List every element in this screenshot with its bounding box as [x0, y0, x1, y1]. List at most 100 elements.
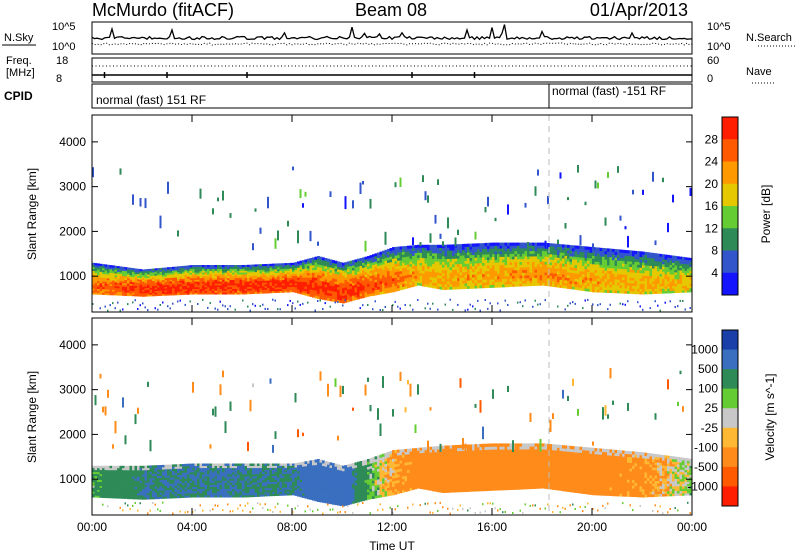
- heatmap-cell: [494, 273, 498, 277]
- heatmap-cell: [192, 275, 195, 279]
- heatmap-cell: [354, 297, 358, 301]
- heatmap-cell: [457, 258, 460, 262]
- heatmap-cell: [422, 275, 425, 279]
- heatmap-cell: [202, 288, 205, 291]
- heatmap-cell: [142, 282, 145, 285]
- heatmap-cell: [452, 278, 455, 282]
- heatmap-cell: [132, 465, 135, 469]
- heatmap-cell: [499, 273, 503, 277]
- heatmap-cell: [669, 274, 673, 277]
- heatmap-cell: [402, 273, 405, 277]
- heatmap-cell: [579, 276, 583, 280]
- heatmap-cell: [172, 286, 175, 289]
- heatmap-cell: [184, 468, 188, 471]
- heatmap-cell: [187, 278, 190, 281]
- heatmap-cell: [299, 266, 303, 270]
- heatmap-cell: [347, 289, 350, 292]
- heatmap-cell: [174, 470, 178, 474]
- heatmap-cell: [152, 292, 155, 295]
- heatmap-cell: [159, 471, 163, 474]
- heatmap-cell: [207, 274, 210, 277]
- heatmap-cell: [689, 257, 693, 261]
- heatmap-cell: [577, 248, 580, 252]
- heatmap-cell: [97, 282, 100, 285]
- heatmap-cell: [672, 255, 675, 259]
- heatmap-cell: [524, 280, 528, 284]
- heatmap-cell: [179, 493, 183, 496]
- heatmap-cell: [474, 265, 478, 269]
- heatmap-cell: [484, 262, 488, 266]
- heatmap-cell: [429, 268, 433, 272]
- heatmap-cell: [274, 287, 278, 290]
- heatmap-cell: [529, 283, 533, 287]
- heatmap-cell: [279, 270, 283, 273]
- heatmap-cell: [684, 263, 688, 267]
- heatmap-cell: [424, 268, 428, 272]
- heatmap-cell: [164, 284, 168, 287]
- heatmap-cell: [432, 266, 435, 270]
- heatmap-cell: [659, 268, 663, 272]
- heatmap-cell: [337, 276, 340, 280]
- heatmap-cell: [137, 474, 140, 477]
- heatmap-cell: [204, 279, 208, 282]
- scatter-echo: [642, 189, 644, 195]
- heatmap-cell: [669, 262, 673, 266]
- heatmap-cell: [149, 486, 153, 489]
- heatmap-cell: [627, 277, 630, 281]
- heatmap-cell: [619, 287, 623, 291]
- heatmap-cell: [347, 299, 350, 303]
- heatmap-cell: [192, 292, 195, 295]
- near-range-echo: [654, 300, 656, 303]
- heatmap-cell: [309, 282, 313, 285]
- heatmap-cell: [367, 278, 370, 282]
- heatmap-cell: [119, 279, 123, 282]
- nave-tick-top: 60: [707, 55, 719, 67]
- heatmap-cell: [277, 278, 280, 281]
- heatmap-cell: [234, 277, 238, 280]
- heatmap-cell: [117, 286, 120, 289]
- heatmap-cell: [457, 261, 460, 265]
- heatmap-cell: [684, 266, 688, 269]
- heatmap-cell: [152, 484, 155, 487]
- heatmap-cell: [504, 278, 508, 282]
- heatmap-cell: [469, 271, 473, 275]
- heatmap-cell: [494, 259, 498, 263]
- heatmap-cell: [482, 248, 485, 252]
- heatmap-cell: [102, 491, 105, 494]
- heatmap-cell: [107, 481, 110, 485]
- heatmap-cell: [227, 279, 230, 282]
- scatter-echo: [557, 239, 559, 244]
- heatmap-cell: [179, 491, 183, 494]
- heatmap-cell: [117, 293, 120, 296]
- heatmap-cell: [307, 281, 310, 285]
- heatmap-cell: [247, 272, 250, 275]
- heatmap-cell: [477, 246, 480, 250]
- heatmap-cell: [599, 261, 603, 265]
- near-range-echo: [224, 305, 226, 308]
- heatmap-cell: [122, 266, 125, 269]
- heatmap-cell: [494, 262, 498, 266]
- heatmap-cell: [114, 284, 118, 287]
- heatmap-cell: [174, 282, 178, 285]
- heatmap-cell: [642, 264, 645, 268]
- heatmap-cell: [477, 260, 480, 264]
- heatmap-cell: [189, 288, 193, 291]
- near-range-echo: [152, 501, 154, 504]
- near-range-echo: [417, 299, 419, 301]
- heatmap-cell: [452, 261, 455, 265]
- heatmap-cell: [144, 291, 148, 294]
- heatmap-cell: [387, 273, 390, 277]
- heatmap-cell: [257, 264, 260, 267]
- heatmap-cell: [237, 275, 240, 279]
- heatmap-cell: [119, 275, 123, 278]
- heatmap-cell: [194, 490, 198, 494]
- heatmap-cell: [374, 284, 378, 288]
- heatmap-cell: [122, 286, 125, 289]
- heatmap-cell: [154, 290, 158, 293]
- near-range-echo: [497, 302, 499, 305]
- heatmap-cell: [92, 493, 95, 496]
- heatmap-cell: [469, 243, 473, 247]
- heatmap-cell: [187, 279, 190, 283]
- heatmap-cell: [299, 291, 303, 295]
- heatmap-cell: [407, 261, 410, 265]
